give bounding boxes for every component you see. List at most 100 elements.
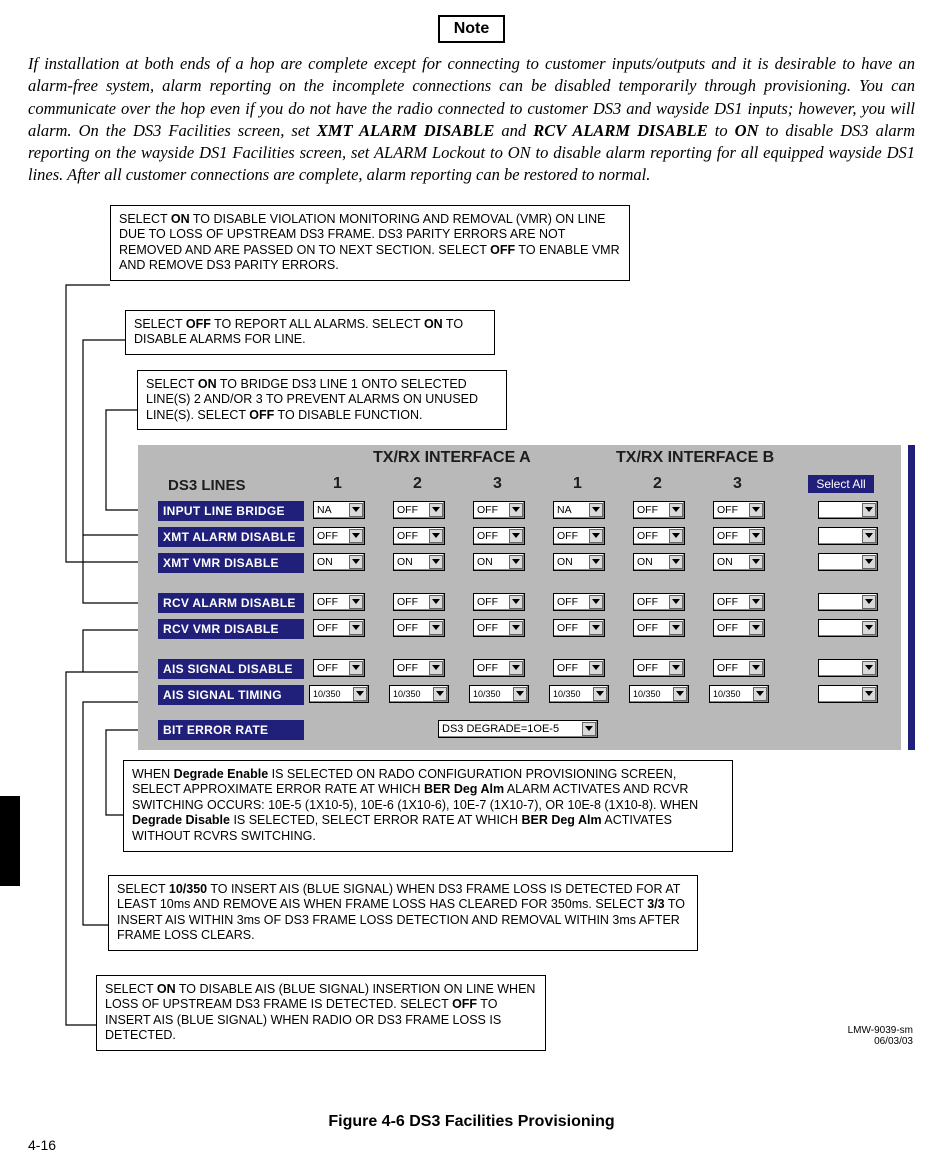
callout-line-bridge: SELECT ON TO BRIDGE DS3 LINE 1 ONTO SELE… xyxy=(137,370,507,431)
ais-signal-timing-value-1: 10/350 xyxy=(313,689,341,699)
rcv-alarm-disable-select-1[interactable]: OFF xyxy=(313,593,365,611)
rcv-alarm-disable-select-all[interactable] xyxy=(818,593,878,611)
rcv-alarm-disable-select-6[interactable]: OFF xyxy=(713,593,765,611)
row-input-line-bridge: INPUT LINE BRIDGE xyxy=(158,501,304,521)
rcv-vmr-disable-select-5[interactable]: OFF xyxy=(633,619,685,637)
chevron-down-icon xyxy=(862,555,876,569)
page-number: 4-16 xyxy=(28,1137,943,1153)
row-rcv-alarm-disable: RCV ALARM DISABLE xyxy=(158,593,304,613)
callout-vmr: SELECT ON TO DISABLE VIOLATION MONITORIN… xyxy=(110,205,630,282)
ais-signal-disable-select-5[interactable]: OFF xyxy=(633,659,685,677)
xmt-alarm-disable-select-3[interactable]: OFF xyxy=(473,527,525,545)
chevron-down-icon xyxy=(349,529,363,543)
ais-signal-disable-value-4: OFF xyxy=(557,662,578,674)
chevron-down-icon xyxy=(509,661,523,675)
row-ais-signal-timing: AIS SIGNAL TIMING xyxy=(158,685,304,705)
rcv-alarm-disable-select-4[interactable]: OFF xyxy=(553,593,605,611)
row-bit-error-rate: BIT ERROR RATE xyxy=(158,720,304,740)
bit-error-rate-value: DS3 DEGRADE=1OE-5 xyxy=(442,723,559,735)
ais-signal-timing-select-2[interactable]: 10/350 xyxy=(389,685,449,703)
chevron-down-icon xyxy=(749,529,763,543)
rcv-vmr-disable-select-4[interactable]: OFF xyxy=(553,619,605,637)
ais-signal-disable-value-3: OFF xyxy=(477,662,498,674)
input-line-bridge-select-5[interactable]: OFF xyxy=(633,501,685,519)
row-xmt-vmr-disable: XMT VMR DISABLE xyxy=(158,553,304,573)
ais-signal-timing-select-4[interactable]: 10/350 xyxy=(549,685,609,703)
ais-signal-disable-select-1[interactable]: OFF xyxy=(313,659,365,677)
chevron-down-icon xyxy=(353,687,367,701)
rcv-vmr-disable-select-2[interactable]: OFF xyxy=(393,619,445,637)
input-line-bridge-value-3: OFF xyxy=(477,504,498,516)
ais-signal-timing-select-3[interactable]: 10/350 xyxy=(469,685,529,703)
chevron-down-icon xyxy=(433,687,447,701)
rcv-vmr-disable-value-3: OFF xyxy=(477,622,498,634)
input-line-bridge-select-all[interactable] xyxy=(818,501,878,519)
note-seg: to xyxy=(708,121,735,140)
chevron-down-icon xyxy=(509,621,523,635)
xmt-alarm-disable-select-6[interactable]: OFF xyxy=(713,527,765,545)
rcv-vmr-disable-value-5: OFF xyxy=(637,622,658,634)
ais-signal-disable-select-4[interactable]: OFF xyxy=(553,659,605,677)
xmt-vmr-disable-select-2[interactable]: ON xyxy=(393,553,445,571)
ais-signal-disable-value-5: OFF xyxy=(637,662,658,674)
ais-signal-timing-value-6: 10/350 xyxy=(713,689,741,699)
rcv-vmr-disable-value-2: OFF xyxy=(397,622,418,634)
xmt-alarm-disable-select-5[interactable]: OFF xyxy=(633,527,685,545)
ais-signal-timing-select-5[interactable]: 10/350 xyxy=(629,685,689,703)
xmt-vmr-disable-select-3[interactable]: ON xyxy=(473,553,525,571)
chevron-down-icon xyxy=(349,621,363,635)
ais-signal-timing-select-all[interactable] xyxy=(818,685,878,703)
chevron-down-icon xyxy=(673,687,687,701)
bit-error-rate-select[interactable]: DS3 DEGRADE=1OE-5 xyxy=(438,720,598,738)
xmt-alarm-disable-select-all[interactable] xyxy=(818,527,878,545)
xmt-vmr-disable-select-1[interactable]: ON xyxy=(313,553,365,571)
image-ref: LMW-9039-sm06/03/03 xyxy=(848,1025,913,1047)
input-line-bridge-select-2[interactable]: OFF xyxy=(393,501,445,519)
chevron-down-icon xyxy=(749,555,763,569)
ais-signal-timing-select-1[interactable]: 10/350 xyxy=(309,685,369,703)
rcv-vmr-disable-select-6[interactable]: OFF xyxy=(713,619,765,637)
rcv-alarm-disable-select-3[interactable]: OFF xyxy=(473,593,525,611)
xmt-vmr-disable-value-3: ON xyxy=(477,556,493,568)
xmt-vmr-disable-select-4[interactable]: ON xyxy=(553,553,605,571)
rcv-alarm-disable-value-6: OFF xyxy=(717,596,738,608)
xmt-alarm-disable-select-4[interactable]: OFF xyxy=(553,527,605,545)
xmt-alarm-disable-select-1[interactable]: OFF xyxy=(313,527,365,545)
input-line-bridge-select-3[interactable]: OFF xyxy=(473,501,525,519)
input-line-bridge-select-1[interactable]: NA xyxy=(313,501,365,519)
rcv-alarm-disable-select-5[interactable]: OFF xyxy=(633,593,685,611)
ais-signal-timing-value-5: 10/350 xyxy=(633,689,661,699)
chevron-down-icon xyxy=(589,621,603,635)
chevron-down-icon xyxy=(862,621,876,635)
chevron-down-icon xyxy=(429,621,443,635)
rcv-vmr-disable-select-3[interactable]: OFF xyxy=(473,619,525,637)
rcv-vmr-disable-select-all[interactable] xyxy=(818,619,878,637)
rcv-vmr-disable-select-1[interactable]: OFF xyxy=(313,619,365,637)
row-xmt-alarm-disable: XMT ALARM DISABLE xyxy=(158,527,304,547)
col-b3: 3 xyxy=(733,475,742,493)
xmt-alarm-disable-select-2[interactable]: OFF xyxy=(393,527,445,545)
callout-degrade: WHEN Degrade Enable IS SELECTED ON RADO … xyxy=(123,760,733,852)
chevron-down-icon xyxy=(509,555,523,569)
input-line-bridge-select-6[interactable]: OFF xyxy=(713,501,765,519)
chevron-down-icon xyxy=(429,529,443,543)
chevron-down-icon xyxy=(669,529,683,543)
xmt-vmr-disable-select-all[interactable] xyxy=(818,553,878,571)
ais-signal-disable-select-all[interactable] xyxy=(818,659,878,677)
rcv-alarm-disable-select-2[interactable]: OFF xyxy=(393,593,445,611)
ais-signal-disable-select-2[interactable]: OFF xyxy=(393,659,445,677)
chevron-down-icon xyxy=(749,621,763,635)
xmt-vmr-disable-select-6[interactable]: ON xyxy=(713,553,765,571)
input-line-bridge-select-4[interactable]: NA xyxy=(553,501,605,519)
input-line-bridge-value-6: OFF xyxy=(717,504,738,516)
chevron-down-icon xyxy=(749,595,763,609)
ais-signal-disable-select-6[interactable]: OFF xyxy=(713,659,765,677)
chevron-down-icon xyxy=(349,555,363,569)
input-line-bridge-value-4: NA xyxy=(557,504,572,516)
chevron-down-icon xyxy=(669,503,683,517)
xmt-vmr-disable-select-5[interactable]: ON xyxy=(633,553,685,571)
provisioning-panel: TX/RX INTERFACE A TX/RX INTERFACE B DS3 … xyxy=(138,445,908,750)
ais-signal-disable-select-3[interactable]: OFF xyxy=(473,659,525,677)
ais-signal-timing-select-6[interactable]: 10/350 xyxy=(709,685,769,703)
ais-signal-timing-value-3: 10/350 xyxy=(473,689,501,699)
